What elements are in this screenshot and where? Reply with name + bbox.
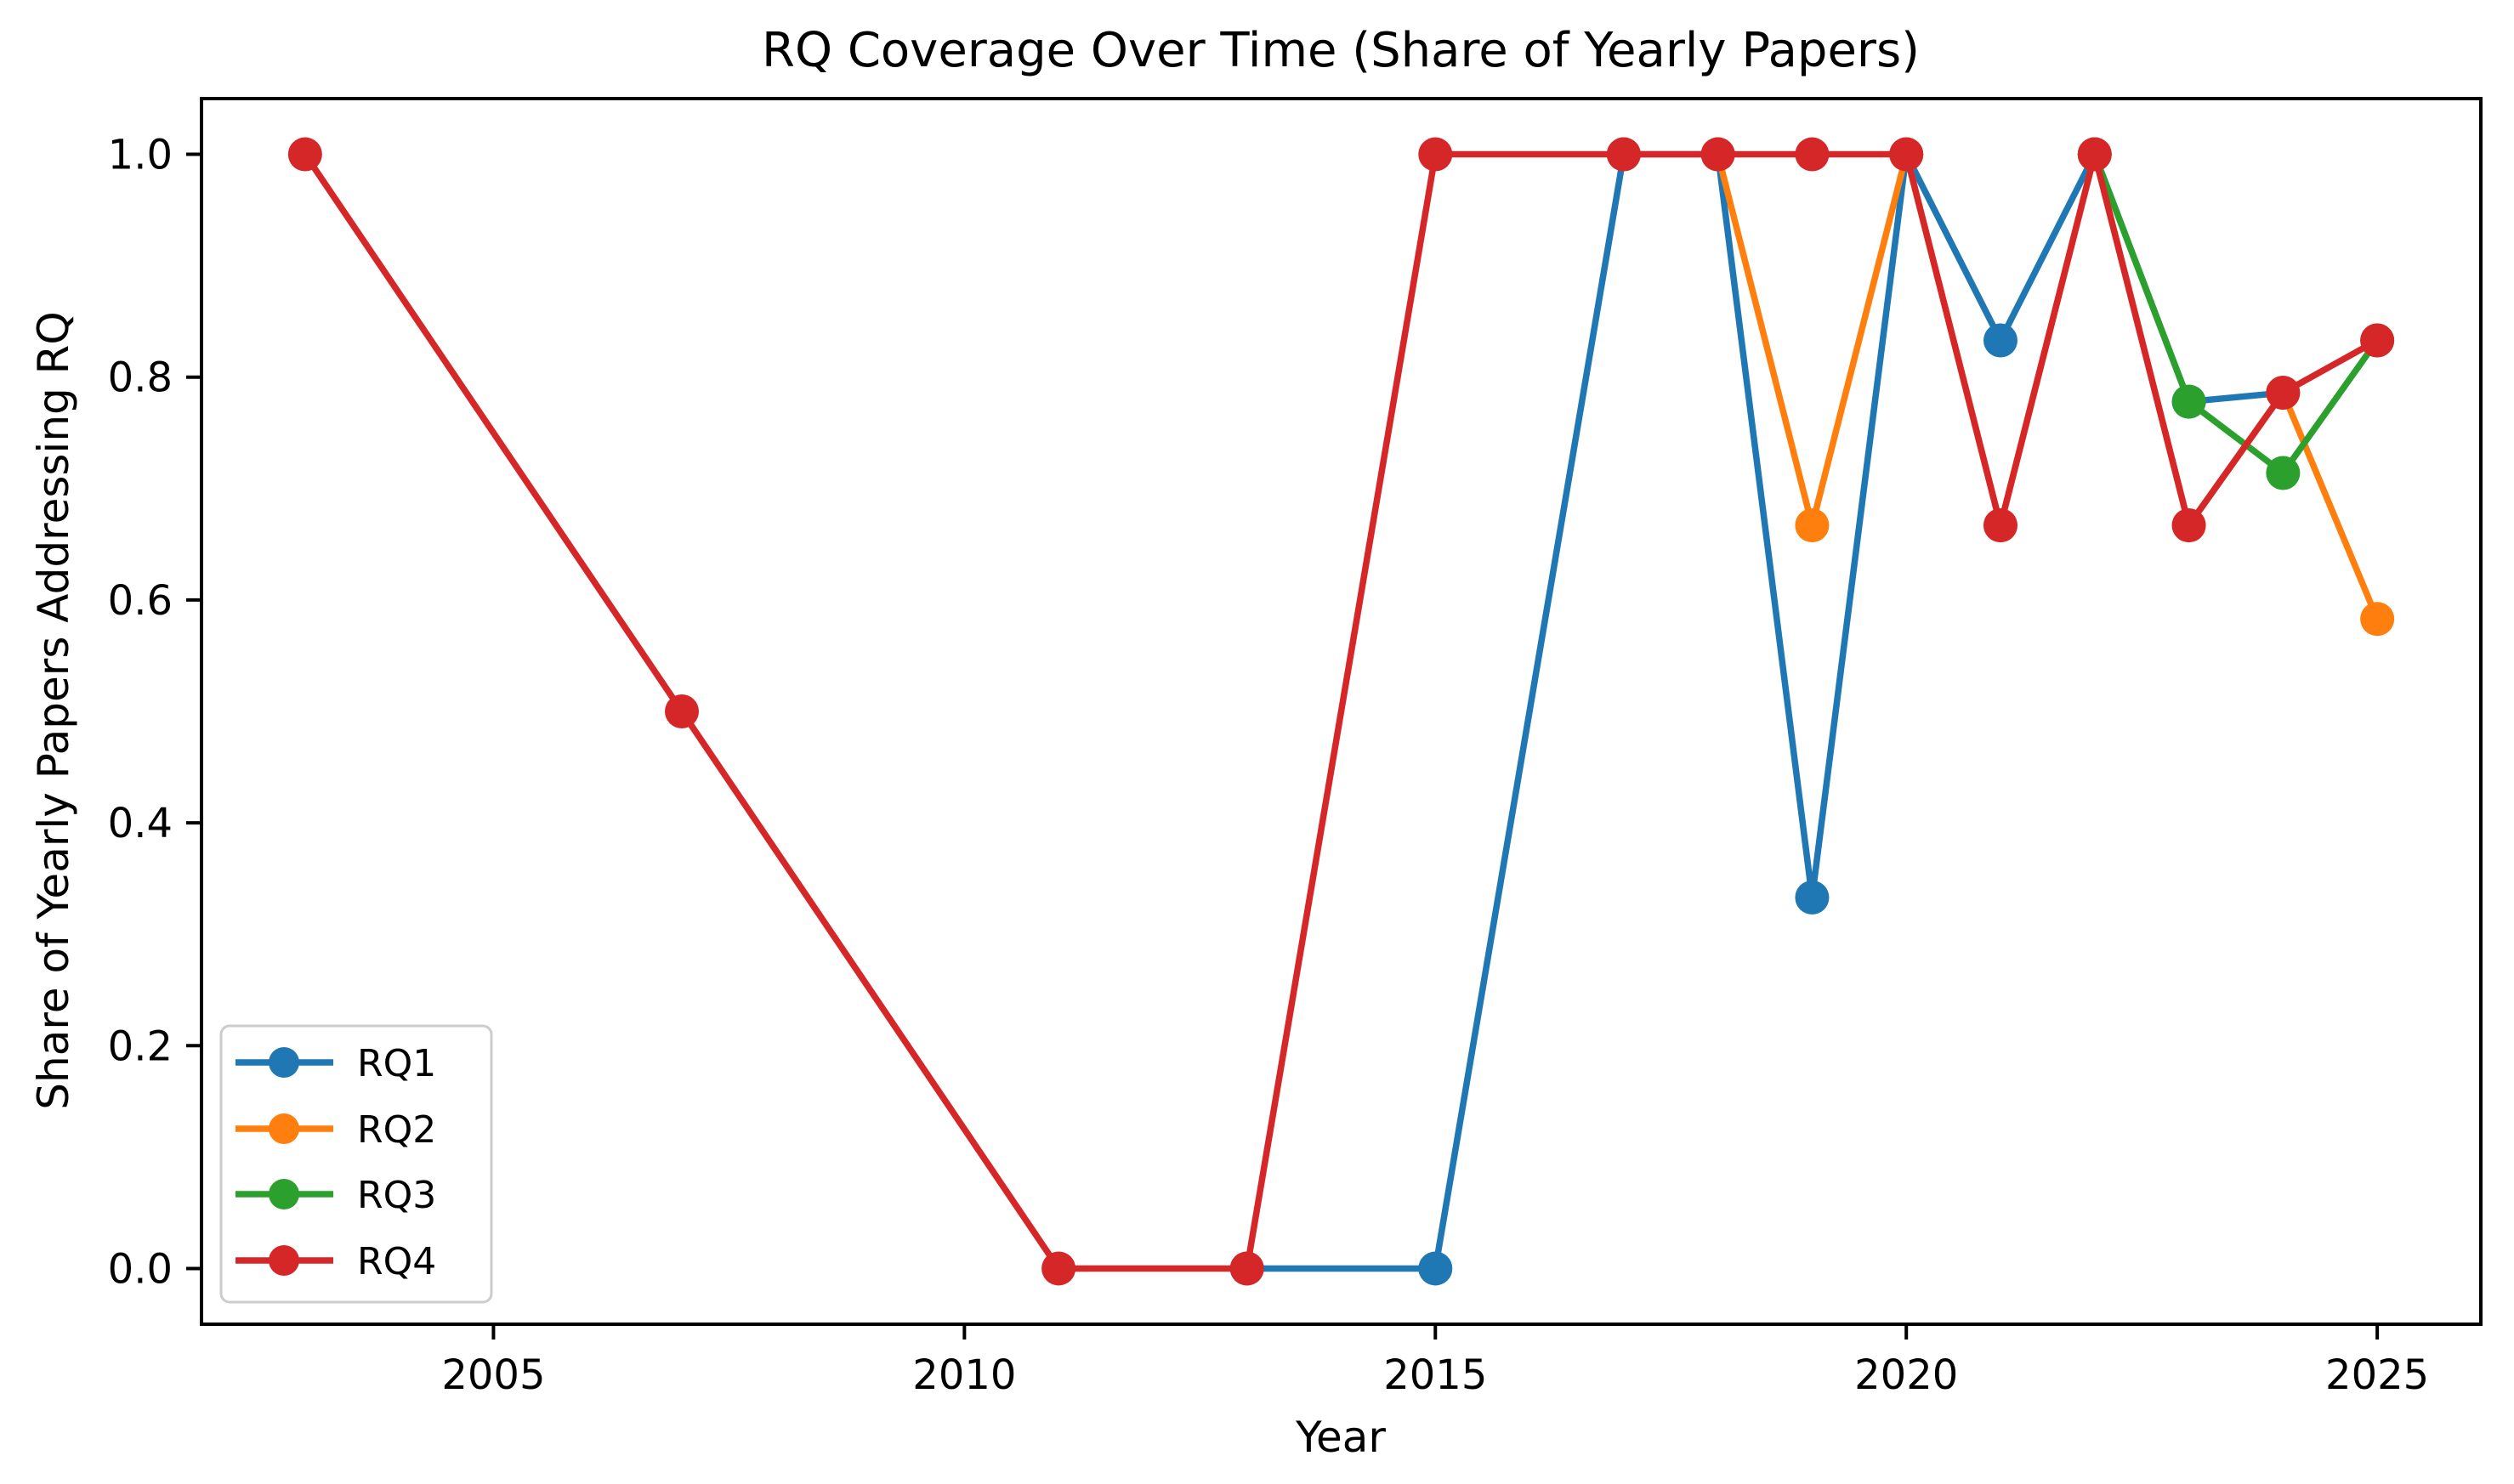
series-line-RQ1 xyxy=(1243,150,2287,1272)
data-point-RQ4 xyxy=(1041,1251,1076,1286)
series-line-RQ4 xyxy=(302,150,2381,1272)
y-tick-label: 1.0 xyxy=(108,132,173,179)
axes: 2005 2010 2015 2020 2025 0.0 0.2 0.4 0.6 0.8 1.0 xyxy=(108,97,2483,1399)
y-tick-label: 0.4 xyxy=(108,800,173,847)
data-point-RQ4 xyxy=(1983,508,2017,543)
legend-item-rq3: RQ3 xyxy=(236,1174,436,1217)
y-tick-label: 0.0 xyxy=(108,1245,173,1293)
data-point-RQ4 xyxy=(1795,137,1830,172)
chart-title: RQ Coverage Over Time (Share of Yearly P… xyxy=(762,23,1920,78)
data-point-RQ2 xyxy=(2360,602,2395,637)
legend-item-rq1: RQ1 xyxy=(236,1042,436,1085)
legend-item-label: RQ3 xyxy=(357,1174,436,1217)
x-axis-label: Year xyxy=(1295,1413,1386,1462)
data-point-RQ4 xyxy=(2360,323,2395,358)
data-point-RQ4 xyxy=(287,137,322,172)
y-axis-label: Share of Yearly Papers Addressing RQ xyxy=(29,311,78,1109)
data-point-RQ4 xyxy=(1889,137,1924,172)
data-point-RQ3 xyxy=(2266,456,2301,490)
data-point-RQ4 xyxy=(2171,508,2206,543)
data-point-RQ3 xyxy=(2171,384,2206,419)
y-tick-label: 0.6 xyxy=(108,577,173,625)
legend-item-label: RQ1 xyxy=(357,1042,436,1085)
data-point-RQ1 xyxy=(1418,1251,1453,1286)
series-line-RQ3 xyxy=(2091,150,2381,477)
x-tick-label: 2020 xyxy=(1854,1351,1958,1399)
legend-item-rq2: RQ2 xyxy=(236,1108,436,1152)
legend-marker xyxy=(269,1245,299,1276)
data-point-RQ4 xyxy=(665,694,700,728)
legend-marker xyxy=(269,1113,299,1144)
legend-marker xyxy=(269,1179,299,1209)
data-point-RQ2 xyxy=(1795,508,1830,543)
data-point-RQ4 xyxy=(1229,1251,1264,1286)
legend-item-rq4: RQ4 xyxy=(236,1240,436,1283)
x-tick-label: 2025 xyxy=(2325,1351,2429,1399)
legend-marker xyxy=(269,1047,299,1078)
x-tick-label: 2005 xyxy=(441,1351,545,1399)
legend: RQ1 RQ2 RQ3 RQ4 xyxy=(219,1024,493,1304)
data-point-RQ4 xyxy=(1700,137,1735,172)
series-layer xyxy=(287,137,2395,1286)
data-point-RQ1 xyxy=(1795,880,1830,915)
x-tick-label: 2010 xyxy=(912,1351,1016,1399)
data-point-RQ4 xyxy=(1606,137,1641,172)
data-point-RQ4 xyxy=(1418,137,1453,172)
y-tick-label: 0.2 xyxy=(108,1022,173,1070)
y-tick-label: 0.8 xyxy=(108,354,173,402)
plot-border xyxy=(200,97,2483,1326)
data-point-RQ4 xyxy=(2266,376,2301,411)
legend-item-label: RQ4 xyxy=(357,1240,436,1283)
x-tick-label: 2015 xyxy=(1383,1351,1487,1399)
legend-box xyxy=(219,1024,493,1304)
legend-item-label: RQ2 xyxy=(357,1108,436,1152)
data-point-RQ4 xyxy=(2077,137,2112,172)
data-point-RQ1 xyxy=(1983,323,2017,358)
